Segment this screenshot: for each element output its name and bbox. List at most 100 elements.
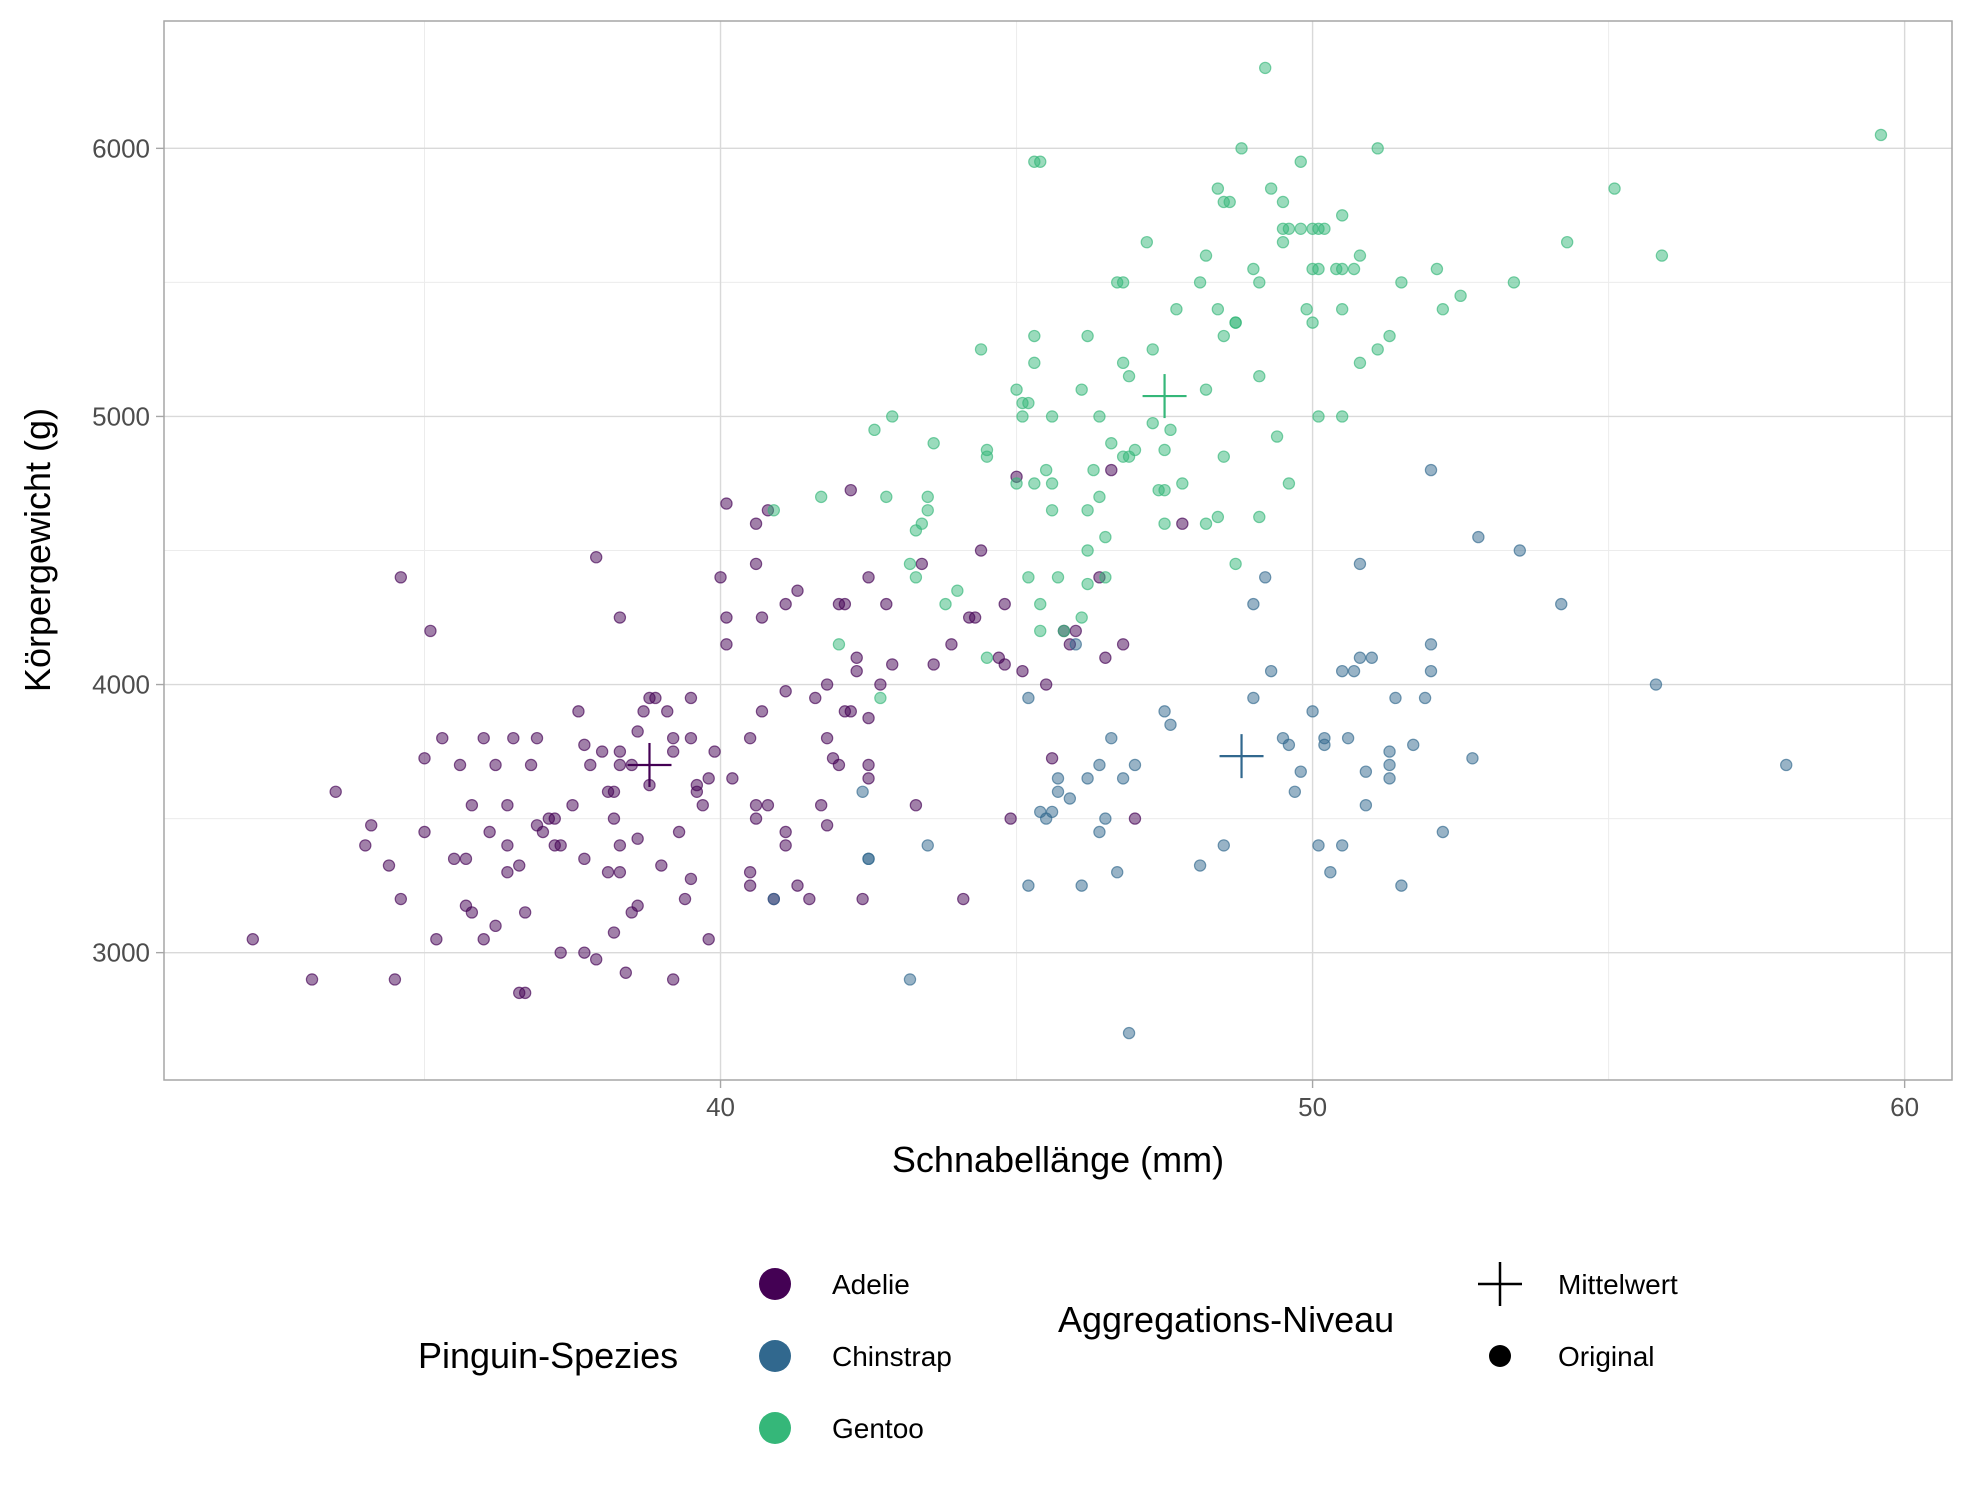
data-point-gentoo	[1105, 437, 1118, 450]
data-point-chinstrap	[1424, 638, 1438, 651]
data-point-adelie	[394, 571, 408, 584]
data-point-gentoo	[1383, 329, 1396, 343]
data-point-gentoo	[1306, 316, 1319, 329]
data-point-gentoo	[1045, 477, 1059, 490]
data-point-chinstrap	[1347, 664, 1361, 678]
data-point-gentoo	[1229, 316, 1242, 329]
data-point-gentoo	[1294, 222, 1307, 235]
data-point-adelie	[690, 785, 704, 798]
data-point-gentoo	[1430, 262, 1444, 276]
data-point-adelie	[566, 798, 579, 812]
data-point-chinstrap	[1294, 765, 1307, 778]
data-point-chinstrap	[1116, 772, 1130, 785]
data-point-gentoo	[1099, 571, 1112, 584]
data-point-adelie	[809, 691, 822, 705]
data-point-adelie	[844, 705, 857, 718]
data-point-gentoo	[951, 584, 964, 597]
data-point-chinstrap	[1418, 691, 1432, 705]
data-point-gentoo	[1335, 262, 1349, 276]
data-point-gentoo	[1045, 410, 1059, 423]
data-point-adelie	[779, 825, 792, 839]
data-point-gentoo	[1655, 249, 1669, 262]
data-point-adelie	[501, 866, 514, 879]
data-point-chinstrap	[1022, 691, 1035, 705]
data-point-gentoo	[1093, 490, 1106, 504]
data-point-chinstrap	[1247, 691, 1260, 705]
data-point-chinstrap	[1128, 758, 1142, 772]
data-point-adelie	[613, 745, 627, 758]
data-point-chinstrap	[1247, 597, 1260, 611]
data-point-gentoo	[1335, 303, 1349, 316]
data-point-adelie	[329, 785, 342, 798]
legend-label-original: Original	[1558, 1341, 1654, 1372]
data-point-chinstrap	[1081, 772, 1094, 785]
data-point-adelie	[572, 705, 585, 718]
data-point-chinstrap	[1193, 859, 1207, 872]
mean-marker-adelie	[627, 742, 672, 787]
data-point-adelie	[649, 691, 662, 705]
data-point-gentoo	[1312, 410, 1325, 423]
data-point-chinstrap	[1513, 544, 1527, 557]
data-point-chinstrap	[1264, 664, 1278, 678]
data-point-chinstrap	[1395, 879, 1408, 892]
data-point-adelie	[862, 758, 875, 772]
data-point-chinstrap	[856, 785, 869, 798]
data-point-adelie	[601, 866, 615, 879]
data-point-chinstrap	[1555, 597, 1568, 611]
data-point-gentoo	[1560, 235, 1574, 249]
data-point-gentoo	[1259, 61, 1272, 75]
data-point-gentoo	[1028, 329, 1041, 343]
legend-key-original	[1489, 1345, 1511, 1367]
data-point-gentoo	[1353, 249, 1367, 262]
data-point-adelie	[661, 705, 674, 718]
data-point-chinstrap	[1359, 765, 1373, 778]
data-point-adelie	[915, 557, 929, 571]
legend-key-chinstrap	[759, 1340, 791, 1372]
data-point-gentoo	[1276, 235, 1290, 249]
data-point-adelie	[607, 785, 621, 798]
data-point-chinstrap	[862, 852, 875, 866]
data-point-adelie	[394, 892, 408, 906]
data-point-adelie	[850, 664, 863, 678]
data-point-adelie	[578, 738, 591, 752]
data-point-gentoo	[868, 423, 881, 437]
species-legend: Adelie Chinstrap Gentoo	[759, 1268, 952, 1444]
data-point-adelie	[749, 557, 763, 571]
data-point-gentoo	[1199, 517, 1213, 530]
data-point-gentoo	[1034, 155, 1047, 168]
data-point-adelie	[530, 731, 544, 745]
data-point-adelie	[1039, 678, 1053, 691]
data-point-adelie	[631, 832, 644, 845]
data-point-gentoo	[909, 571, 923, 584]
data-point-adelie	[684, 731, 698, 745]
data-point-gentoo	[1081, 504, 1094, 517]
data-point-chinstrap	[1259, 571, 1272, 584]
data-point-gentoo	[1223, 195, 1236, 209]
data-point-adelie	[631, 899, 644, 912]
data-point-adelie	[1128, 812, 1142, 825]
data-point-gentoo	[1211, 303, 1225, 316]
data-point-gentoo	[1010, 477, 1023, 490]
data-point-gentoo	[1371, 343, 1384, 356]
data-points	[246, 61, 1888, 1040]
data-point-gentoo	[1081, 544, 1094, 557]
data-point-adelie	[791, 584, 804, 597]
y-axis-ticks: 3000 4000 5000 6000	[92, 133, 164, 968]
data-point-adelie	[595, 745, 609, 758]
data-point-chinstrap	[1466, 752, 1479, 765]
data-point-adelie	[743, 731, 757, 745]
data-point-adelie	[524, 758, 538, 772]
data-point-gentoo	[1253, 510, 1266, 524]
data-point-gentoo	[939, 597, 952, 611]
data-point-adelie	[755, 611, 769, 624]
data-point-adelie	[803, 892, 816, 906]
data-point-gentoo	[1253, 370, 1266, 383]
data-point-gentoo	[1034, 624, 1047, 638]
data-point-adelie	[880, 597, 893, 611]
data-point-adelie	[518, 906, 532, 919]
data-point-adelie	[998, 597, 1011, 611]
y-tick-label: 4000	[92, 670, 150, 700]
legend-label-mean: Mittelwert	[1558, 1269, 1678, 1300]
data-point-gentoo	[1146, 416, 1159, 430]
data-point-gentoo	[1170, 303, 1183, 316]
